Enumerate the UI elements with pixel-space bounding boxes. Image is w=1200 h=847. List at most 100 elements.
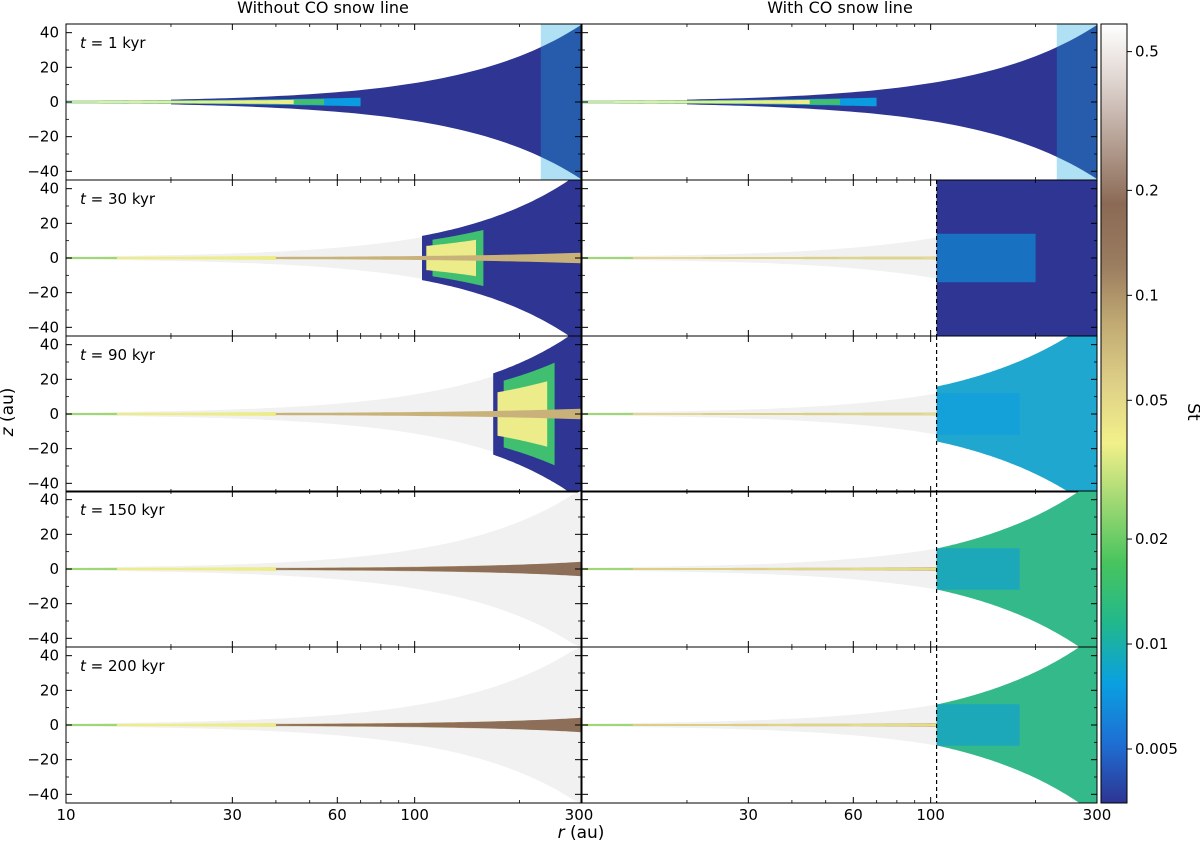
x-axis-var: r <box>558 823 566 843</box>
y-tick-label: 40 <box>40 336 59 354</box>
panel-r1-c0: t = 30 kyr <box>65 179 582 337</box>
panel-content <box>582 336 1097 492</box>
y-tick-label: 40 <box>40 24 59 42</box>
x-tick-label: 100 <box>400 806 429 824</box>
colorbar-tick-label: 0.05 <box>1135 391 1168 409</box>
colorbar-fill <box>1100 23 1128 804</box>
panel-content <box>582 180 1097 336</box>
y-tick-label: 20 <box>40 58 59 76</box>
panel-content <box>582 491 1097 647</box>
midplane-yellow <box>66 412 276 416</box>
panel-content <box>66 180 581 336</box>
time-var: t <box>80 657 87 675</box>
time-value: = 200 kyr <box>86 657 166 675</box>
outer-blue <box>936 548 1020 590</box>
navy-envelope <box>171 25 581 179</box>
panel-r3-c1 <box>581 490 1098 648</box>
y-tick-label: −20 <box>27 440 59 458</box>
y-tick-label: −40 <box>27 629 59 647</box>
midplane-yellow <box>66 567 276 571</box>
panel-r0-c1 <box>581 23 1098 181</box>
x-tick-label: 100 <box>916 806 945 824</box>
colorbar-tick-label: 0.02 <box>1135 530 1168 548</box>
colorbar-ticks: 0.005 0.01 0.02 0.05 0.1 0.2 0.5 <box>1127 43 1178 758</box>
midplane-lime <box>66 257 117 259</box>
y-tick-label: −40 <box>27 318 59 336</box>
midplane-yellow <box>66 99 294 105</box>
midplane-lime <box>66 413 117 415</box>
y-tick-label: −20 <box>27 595 59 613</box>
panel-r4-c0: t = 200 kyr <box>65 646 582 804</box>
time-var: t <box>80 346 87 364</box>
colorbar-tick-label: 0.2 <box>1135 181 1159 199</box>
midplane-yellow <box>582 257 937 259</box>
midplane-yellow <box>66 256 276 260</box>
y-tick-label: 40 <box>40 647 59 665</box>
y-axis-unit: (au) <box>0 388 18 428</box>
column-title-with: With CO snow line <box>767 0 913 17</box>
midplane-lime <box>582 724 633 726</box>
y-tick-label: 0 <box>49 560 59 578</box>
colorbar: 0.005 0.01 0.02 0.05 0.1 0.2 0.5 St <box>1100 23 1200 804</box>
midplane-tan <box>66 252 581 264</box>
x-tick-label: 60 <box>328 806 347 824</box>
x-tick-labels: 10 30 60 100 300 30 60 100 300 <box>56 806 1111 824</box>
time-label: t = 90 kyr <box>80 346 156 364</box>
y-tick-label: 20 <box>40 370 59 388</box>
panel-content <box>66 336 581 492</box>
y-tick-label: 40 <box>40 491 59 509</box>
midplane-yellow <box>582 413 937 415</box>
x-tick-label: 60 <box>844 806 863 824</box>
outer-fringe <box>540 24 581 180</box>
y-axis-var: z <box>0 426 18 437</box>
time-label: t = 30 kyr <box>80 190 156 208</box>
midplane-yellow <box>582 99 810 105</box>
midplane-yellow <box>582 724 937 726</box>
midplane-yellow <box>582 568 937 570</box>
y-tick-label: −20 <box>27 751 59 769</box>
time-value: = 30 kyr <box>86 190 156 208</box>
navy-envelope <box>687 25 1097 179</box>
x-axis-label: r (au) <box>558 823 605 843</box>
y-tick-label: −20 <box>27 128 59 146</box>
y-tick-label: 0 <box>49 716 59 734</box>
x-tick-label: 10 <box>56 806 75 824</box>
time-value: = 90 kyr <box>86 346 156 364</box>
midplane-brown <box>275 561 581 577</box>
panel-r4-c1 <box>581 646 1098 804</box>
outer-blue <box>936 233 1036 283</box>
y-tick-label: −40 <box>27 474 59 492</box>
colorbar-label: St <box>1183 403 1200 421</box>
x-tick-label: 30 <box>223 806 242 824</box>
midplane-brown <box>275 717 581 733</box>
time-label: t = 200 kyr <box>80 657 165 675</box>
y-tick-label: 20 <box>40 525 59 543</box>
y-tick-label: 0 <box>49 405 59 423</box>
panel-content <box>66 491 581 647</box>
column-title-without: Without CO snow line <box>237 0 409 17</box>
y-tick-label: −20 <box>27 284 59 302</box>
panel-r0-c0: t = 1 kyr <box>65 23 582 181</box>
y-tick-label: −40 <box>27 785 59 803</box>
x-tick-label: 30 <box>739 806 758 824</box>
colorbar-tick-label: 0.1 <box>1135 286 1159 304</box>
time-value: = 1 kyr <box>86 34 146 52</box>
time-value: = 150 kyr <box>86 501 166 519</box>
y-axis-label: z (au) <box>0 388 18 438</box>
y-tick-label: 20 <box>40 681 59 699</box>
y-tick-labels: −40−2002040−40−2002040−40−2002040−40−200… <box>27 24 59 804</box>
panel-content <box>66 647 581 803</box>
panel-content <box>582 647 1097 803</box>
x-tick-label: 300 <box>565 806 594 824</box>
outer-fringe <box>1056 24 1097 180</box>
y-tick-label: 40 <box>40 180 59 198</box>
colorbar-tick-label: 0.005 <box>1135 740 1178 758</box>
y-tick-label: 0 <box>49 93 59 111</box>
midplane-lime <box>582 413 633 415</box>
y-tick-label: −40 <box>27 162 59 180</box>
colorbar-tick-label: 0.01 <box>1135 635 1168 653</box>
x-tick-label: 300 <box>1083 806 1112 824</box>
y-tick-label: 0 <box>49 249 59 267</box>
